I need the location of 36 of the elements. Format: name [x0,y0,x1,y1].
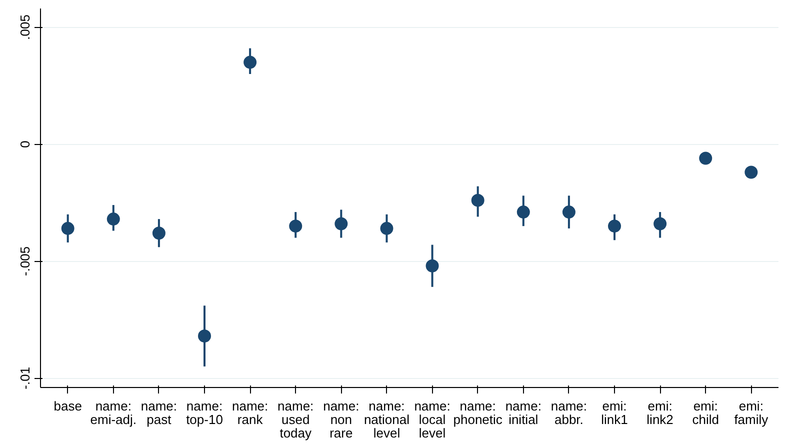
point [654,217,667,230]
y-tick-label: -.01 [18,366,32,390]
x-tick-label: name: non rare [323,398,360,440]
x-tick-label: name: phonetic [453,398,503,427]
y-tick-label: .005 [18,14,32,40]
x-tick-label: name: past [140,398,178,427]
point [334,217,348,230]
point [699,152,712,165]
x-tick-label: name: top-10 [186,398,223,427]
x-tick-label: emi: link1 [601,398,628,427]
x-tick-label: name: abbr. [550,398,588,427]
x-tick-label: name: rank [232,398,268,427]
x-tick-label: name: emi-adj. [90,398,137,427]
point [608,220,621,233]
x-tick-label: base [54,398,82,414]
x-tick-label: emi: child [692,398,719,427]
point [744,166,758,179]
x-tick-label: name: national level [364,398,410,440]
point [516,206,530,219]
point [106,212,120,226]
point [152,226,166,240]
x-tick-label: name: initial [505,398,542,427]
x-tick-label: emi: link2 [646,398,674,427]
point [426,259,439,272]
point [562,206,576,219]
y-tick-label: -.005 [18,246,32,276]
point [198,330,211,343]
x-tick-label: name: local level [414,398,450,440]
point [471,194,484,207]
point [244,56,257,69]
x-tick-label: name: used today [278,398,314,440]
y-tick-label: 0 [18,140,32,148]
point [289,220,302,233]
x-tick-label: emi: family [734,398,769,427]
point [380,222,394,235]
point [61,222,74,235]
